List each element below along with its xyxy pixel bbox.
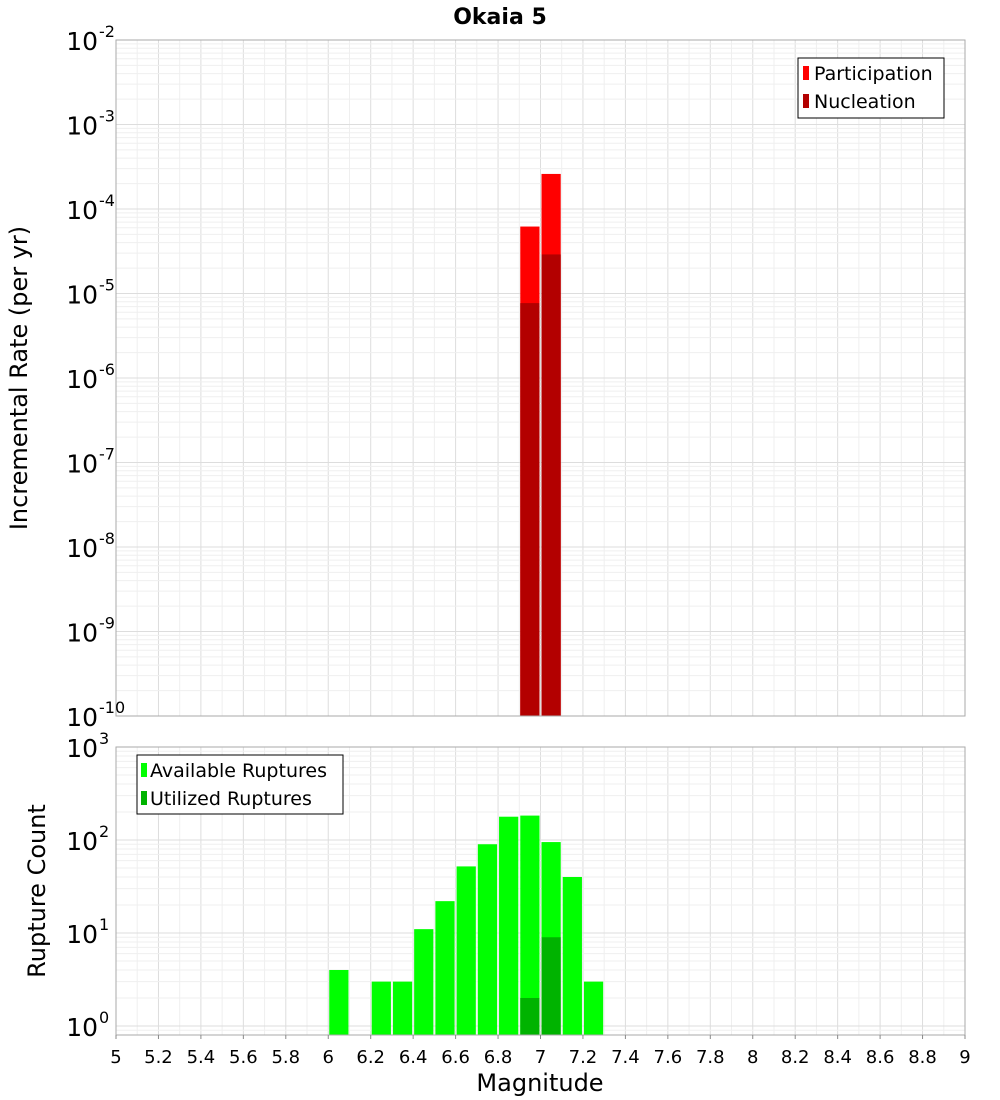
y-tick-exponent: -5	[99, 276, 115, 295]
bottom-bars	[329, 815, 604, 1035]
y-tick-label: 10	[66, 112, 98, 141]
y-tick-label: 10	[66, 450, 98, 479]
x-tick-label: 6.2	[356, 1047, 385, 1068]
bar-available-ruptures	[499, 816, 519, 1035]
y-tick-exponent: -7	[99, 445, 115, 464]
legend-swatch-available-ruptures	[141, 763, 147, 777]
bottom-y-axis-label: Rupture Count	[23, 804, 51, 978]
y-tick-label: 10	[66, 827, 98, 856]
y-tick-label: 10	[66, 281, 98, 310]
bar-available-ruptures	[520, 815, 540, 1035]
bar-available-ruptures	[456, 866, 476, 1035]
x-tick-label: 5.4	[187, 1047, 216, 1068]
bar-available-ruptures	[562, 877, 582, 1035]
x-tick-label: 7.8	[696, 1047, 725, 1068]
y-tick-exponent: -6	[99, 360, 115, 379]
bar-available-ruptures	[371, 981, 391, 1035]
y-tick-exponent: 1	[99, 915, 109, 934]
y-tick-exponent: -10	[99, 698, 125, 717]
bar-available-ruptures	[414, 929, 434, 1035]
legend-label-nucleation: Nucleation	[814, 91, 916, 113]
legend-swatch-utilized-ruptures	[141, 791, 147, 805]
legend-label-utilized-ruptures: Utilized Ruptures	[150, 788, 312, 810]
x-tick-label: 8.6	[866, 1047, 895, 1068]
y-tick-label: 10	[66, 534, 98, 563]
y-tick-exponent: -3	[99, 107, 115, 126]
y-tick-exponent: 2	[99, 822, 109, 841]
x-tick-label: 9	[959, 1047, 970, 1068]
x-tick-label: 6.4	[399, 1047, 428, 1068]
top-legend: Participation Nucleation	[797, 57, 945, 119]
top-grid	[115, 39, 966, 717]
x-tick-label: 8	[747, 1047, 758, 1068]
chart-title: Okaia 5	[453, 5, 547, 30]
bar-nucleation	[541, 254, 561, 716]
bar-utilized-ruptures	[541, 937, 561, 1035]
y-tick-label: 10	[66, 365, 98, 394]
bottom-legend: Available Ruptures Utilized Ruptures	[136, 754, 344, 815]
x-tick-label: 6	[323, 1047, 334, 1068]
y-tick-exponent: 0	[99, 1008, 109, 1027]
x-tick-label: 5.6	[229, 1047, 258, 1068]
bar-available-ruptures	[392, 981, 413, 1035]
y-tick-exponent: -8	[99, 529, 115, 548]
y-tick-label: 10	[66, 920, 98, 949]
x-tick-label: 7.4	[611, 1047, 640, 1068]
y-tick-label: 10	[66, 619, 98, 648]
legend-label-participation: Participation	[814, 63, 933, 85]
y-tick-exponent: -2	[99, 22, 115, 41]
y-tick-label: 10	[66, 734, 98, 763]
x-tick-label: 6.8	[484, 1047, 513, 1068]
x-tick-label: 7.2	[569, 1047, 598, 1068]
x-axis-label: Magnitude	[476, 1069, 603, 1097]
bar-available-ruptures	[329, 969, 349, 1035]
x-tick-label: 6.6	[441, 1047, 470, 1068]
bar-available-ruptures	[583, 981, 604, 1035]
legend-swatch-nucleation	[803, 94, 809, 108]
top-plot-frame	[115, 39, 966, 717]
bar-nucleation	[520, 303, 540, 716]
top-y-axis-label: Incremental Rate (per yr)	[5, 226, 33, 530]
x-tick-label: 7	[535, 1047, 546, 1068]
y-tick-exponent: -9	[99, 614, 115, 633]
y-tick-label: 10	[66, 27, 98, 56]
bottom-x-ticks: 5 5.2 5.4 5.6 5.8 6 6.2 6.4 6.6 6.8 7 7.2 7.4 7.6 7.8 8…	[110, 1035, 971, 1068]
legend-swatch-participation	[803, 66, 809, 80]
x-tick-label: 8.8	[908, 1047, 937, 1068]
x-tick-label: 8.4	[823, 1047, 852, 1068]
bar-available-ruptures	[435, 901, 455, 1035]
top-legend-box	[797, 57, 945, 119]
x-tick-label: 5.8	[271, 1047, 300, 1068]
y-tick-exponent: -4	[99, 191, 115, 210]
bottom-legend-box	[136, 754, 344, 815]
y-tick-exponent: 3	[99, 729, 109, 748]
y-tick-label: 10	[66, 703, 98, 732]
x-tick-label: 8.2	[781, 1047, 810, 1068]
x-tick-label: 7.6	[654, 1047, 683, 1068]
x-tick-label: 5.2	[144, 1047, 173, 1068]
top-bars	[520, 173, 561, 716]
legend-label-available-ruptures: Available Ruptures	[150, 760, 327, 782]
y-tick-label: 10	[66, 196, 98, 225]
x-tick-label: 5	[110, 1047, 121, 1068]
y-tick-label: 10	[66, 1013, 98, 1042]
bar-available-ruptures	[477, 844, 498, 1035]
bar-utilized-ruptures	[520, 997, 540, 1035]
